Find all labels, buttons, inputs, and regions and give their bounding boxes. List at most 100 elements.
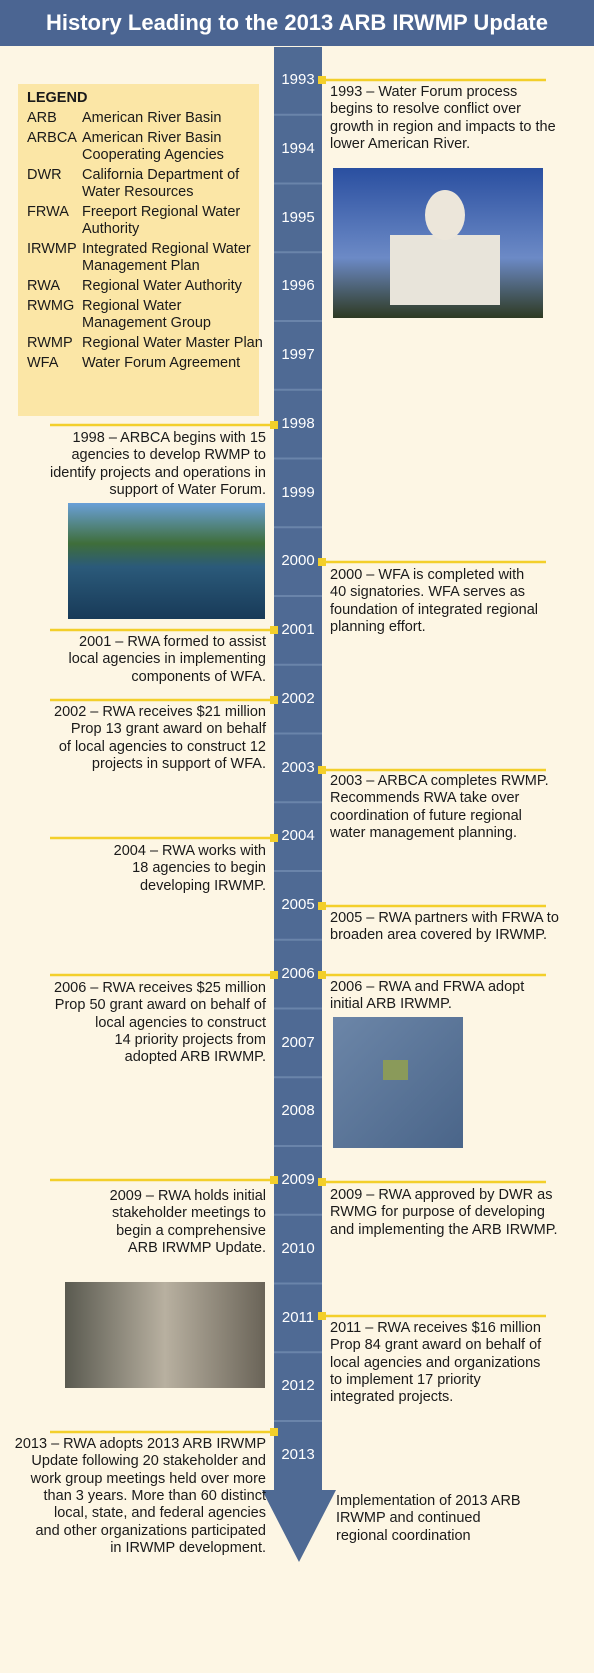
event-text: to implement 17 priority — [330, 1372, 481, 1389]
event-text: 2009 – RWA holds initial — [0, 1188, 266, 1205]
event-text: 18 agencies to begin — [0, 860, 266, 877]
event-text: local agencies and organizations — [330, 1355, 540, 1372]
year-label: 2007 — [274, 1034, 322, 1051]
year-label: 2008 — [274, 1102, 322, 1119]
legend-abbr: RWMG — [27, 298, 74, 315]
event-text: 2011 – RWA receives $16 million — [330, 1320, 541, 1337]
event-text: local agencies to construct — [0, 1015, 266, 1032]
event-text: adopted ARB IRWMP. — [0, 1049, 266, 1066]
event-text: 2001 – RWA formed to assist — [0, 634, 266, 651]
event-text: Recommends RWA take over — [330, 790, 519, 807]
year-label: 2013 — [274, 1446, 322, 1463]
legend-definition: Management Plan — [82, 258, 200, 275]
year-label: 1998 — [274, 415, 322, 432]
legend-definition: Water Resources — [82, 184, 193, 201]
legend-title: LEGEND — [27, 90, 87, 107]
closing-note: regional coordination — [336, 1528, 471, 1545]
legend-abbr: WFA — [27, 355, 58, 372]
header-title: History Leading to the 2013 ARB IRWMP Up… — [0, 11, 594, 35]
event-text: ARB IRWMP Update. — [0, 1240, 266, 1257]
event-text: initial ARB IRWMP. — [330, 996, 452, 1013]
event-text: 2003 – ARBCA completes RWMP. — [330, 773, 549, 790]
year-label: 2005 — [274, 896, 322, 913]
event-text: integrated projects. — [330, 1389, 453, 1406]
legend-definition: Management Group — [82, 315, 211, 332]
meeting-photo — [65, 1282, 265, 1388]
event-text: foundation of integrated regional — [330, 602, 538, 619]
event-text: 14 priority projects from — [0, 1032, 266, 1049]
legend-abbr: FRWA — [27, 204, 69, 221]
event-text: broaden area covered by IRWMP. — [330, 927, 547, 944]
event-text: stakeholder meetings to — [0, 1205, 266, 1222]
year-label: 2000 — [274, 552, 322, 569]
legend-abbr: ARBCA — [27, 130, 77, 147]
year-label: 2002 — [274, 690, 322, 707]
year-label: 2006 — [274, 965, 322, 982]
year-label: 2010 — [274, 1240, 322, 1257]
event-text: begins to resolve conflict over — [330, 101, 521, 118]
year-label: 2011 — [274, 1309, 322, 1326]
legend-definition: Integrated Regional Water — [82, 241, 251, 258]
year-label: 2012 — [274, 1377, 322, 1394]
event-text: RWMG for purpose of developing — [330, 1204, 545, 1221]
event-text: 40 signatories. WFA serves as — [330, 584, 525, 601]
event-text: identify projects and operations in — [0, 465, 266, 482]
timeline-arrow — [262, 1490, 336, 1562]
plan-cover — [333, 1017, 463, 1148]
event-text: Prop 50 grant award on behalf of — [0, 997, 266, 1014]
legend-abbr: IRWMP — [27, 241, 77, 258]
event-text: components of WFA. — [0, 669, 266, 686]
event-text: support of Water Forum. — [0, 482, 266, 499]
event-text: of local agencies to construct 12 — [0, 739, 266, 756]
event-text: and other organizations participated — [0, 1523, 266, 1540]
legend-abbr: ARB — [27, 110, 57, 127]
legend-definition: California Department of — [82, 167, 239, 184]
legend-definition: Regional Water Master Plan — [82, 335, 263, 352]
event-text: 2006 – RWA receives $25 million — [0, 980, 266, 997]
legend-definition: Regional Water — [82, 298, 181, 315]
cover-image — [383, 1060, 408, 1080]
event-text: planning effort. — [330, 619, 426, 636]
event-text: 1993 – Water Forum process — [330, 84, 517, 101]
event-text: developing IRWMP. — [0, 878, 266, 895]
event-text: projects in support of WFA. — [0, 756, 266, 773]
event-text: Update following 20 stakeholder and — [0, 1453, 266, 1470]
legend-definition: Water Forum Agreement — [82, 355, 240, 372]
legend-definition: American River Basin — [82, 130, 221, 147]
year-label: 1996 — [274, 277, 322, 294]
legend-abbr: RWMP — [27, 335, 73, 352]
event-text: local, state, and federal agencies — [0, 1505, 266, 1522]
year-label: 1997 — [274, 346, 322, 363]
event-text: water management planning. — [330, 825, 517, 842]
event-text: in IRWMP development. — [0, 1540, 266, 1557]
year-label: 1999 — [274, 484, 322, 501]
event-text: 1998 – ARBCA begins with 15 — [0, 430, 266, 447]
legend-definition: Freeport Regional Water — [82, 204, 240, 221]
year-label: 1994 — [274, 140, 322, 157]
event-text: and implementing the ARB IRWMP. — [330, 1222, 558, 1239]
event-text: agencies to develop RWMP to — [0, 447, 266, 464]
event-text: 2006 – RWA and FRWA adopt — [330, 979, 524, 996]
year-label: 2004 — [274, 827, 322, 844]
year-label: 1995 — [274, 209, 322, 226]
river-photo — [68, 503, 265, 619]
legend-abbr: DWR — [27, 167, 62, 184]
event-text: Prop 84 grant award on behalf of — [330, 1337, 541, 1354]
capitol-dome — [425, 190, 465, 240]
legend-definition: Authority — [82, 221, 139, 238]
legend-definition: Cooperating Agencies — [82, 147, 224, 164]
event-text: work group meetings held over more — [0, 1471, 266, 1488]
year-label: 2009 — [274, 1171, 322, 1188]
legend-definition: American River Basin — [82, 110, 221, 127]
closing-note: IRWMP and continued — [336, 1510, 481, 1527]
event-text: 2004 – RWA works with — [0, 843, 266, 860]
event-text: 2013 – RWA adopts 2013 ARB IRWMP — [0, 1436, 266, 1453]
event-text: Prop 13 grant award on behalf — [0, 721, 266, 738]
event-text: than 3 years. More than 60 distinct — [0, 1488, 266, 1505]
event-text: 2005 – RWA partners with FRWA to — [330, 910, 559, 927]
page: History Leading to the 2013 ARB IRWMP Up… — [0, 0, 594, 1673]
event-text: local agencies in implementing — [0, 651, 266, 668]
year-label: 1993 — [274, 71, 322, 88]
event-text: 2002 – RWA receives $21 million — [0, 704, 266, 721]
event-text: growth in region and impacts to the — [330, 119, 556, 136]
